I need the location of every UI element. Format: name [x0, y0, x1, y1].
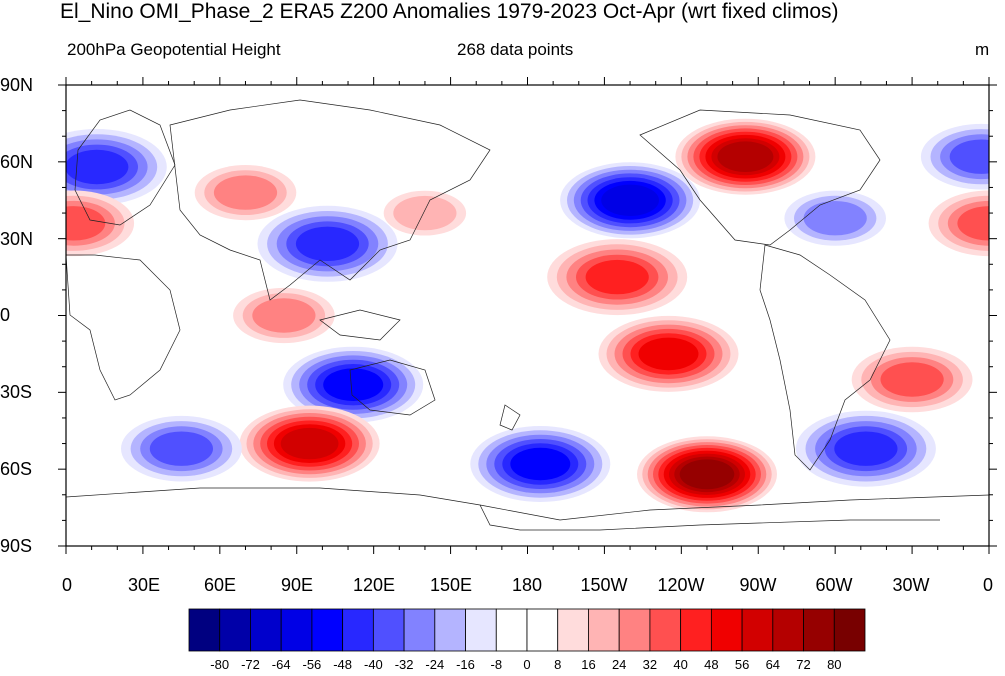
anomaly-blob-18-level-9	[680, 459, 735, 489]
lon-label-0: 0	[62, 575, 72, 596]
lon-label-150e: 150E	[430, 575, 472, 596]
anomaly-blob-16-level-4	[150, 432, 213, 466]
colorbar-box-17	[711, 609, 742, 651]
anomaly-blob-17-level-6	[510, 448, 570, 481]
lat-label-30s: 30S	[0, 382, 40, 403]
lon-label-60w: 60W	[815, 575, 852, 596]
colorbar-label: 8	[554, 657, 561, 672]
lon-label-30e: 30E	[128, 575, 160, 596]
colorbar-box-12	[558, 609, 589, 651]
colorbar-label: -56	[302, 657, 321, 672]
colorbar-box-20	[804, 609, 835, 651]
lat-label-60s: 60S	[0, 459, 40, 480]
colorbar-label: 64	[766, 657, 780, 672]
colorbar-label: -72	[241, 657, 260, 672]
anomaly-blob-1-level-3	[214, 175, 277, 209]
lon-label-30w: 30W	[892, 575, 929, 596]
colorbar-box-19	[773, 609, 804, 651]
colorbar-box-0	[189, 609, 220, 651]
colorbar-label: -8	[491, 657, 503, 672]
lon-label-360: 0	[983, 575, 993, 596]
colorbar-box-16	[681, 609, 712, 651]
colorbar-box-4	[312, 609, 343, 651]
lat-label-eq: 0	[0, 305, 40, 326]
colorbar-label: -48	[333, 657, 352, 672]
colorbar-box-7	[404, 609, 435, 651]
anomaly-blob-0-level-5	[65, 150, 128, 184]
lat-label-60n: 60N	[0, 152, 40, 173]
anomaly-blob-5-level-3	[804, 201, 867, 235]
colorbar-box-5	[343, 609, 374, 651]
anomaly-blob-12-level-3	[252, 298, 315, 332]
colorbar-label: 0	[523, 657, 530, 672]
lon-label-90w: 90W	[739, 575, 776, 596]
colorbar-box-2	[250, 609, 281, 651]
anomaly-blob-15-level-7	[281, 428, 339, 459]
anomaly-blob-6-level-4	[42, 206, 105, 240]
lon-label-120w: 120W	[657, 575, 704, 596]
colorbar-box-11	[527, 609, 558, 651]
anomaly-blob-2-level-5	[296, 227, 359, 261]
colorbar	[189, 609, 865, 651]
lon-label-150w: 150W	[580, 575, 627, 596]
colorbar-box-21	[834, 609, 865, 651]
colorbar-box-8	[435, 609, 466, 651]
colorbar-box-10	[496, 609, 527, 651]
lon-label-90e: 90E	[281, 575, 313, 596]
colorbar-box-13	[588, 609, 619, 651]
anomaly-blob-4-level-8	[717, 141, 773, 172]
colorbar-box-3	[281, 609, 312, 651]
colorbar-label: 40	[673, 657, 687, 672]
anomaly-blob-3-level-7	[601, 185, 659, 216]
anomaly-blob-19-level-5	[834, 432, 897, 466]
colorbar-box-18	[742, 609, 773, 651]
colorbar-box-1	[220, 609, 251, 651]
colorbar-label: 24	[612, 657, 626, 672]
colorbar-label: -16	[456, 657, 475, 672]
colorbar-label: 56	[735, 657, 749, 672]
colorbar-box-9	[466, 609, 497, 651]
anomaly-blob-13-level-4	[881, 362, 944, 396]
colorbar-label: -24	[425, 657, 444, 672]
anomaly-blob-10-level-5	[586, 260, 649, 294]
colorbar-label: -40	[364, 657, 383, 672]
lon-label-120e: 120E	[353, 575, 395, 596]
lat-label-90s: 90S	[0, 536, 40, 557]
colorbar-label: 48	[704, 657, 718, 672]
colorbar-label: 16	[581, 657, 595, 672]
colorbar-box-15	[650, 609, 681, 651]
colorbar-label: -80	[210, 657, 229, 672]
lon-label-60e: 60E	[204, 575, 236, 596]
lat-label-90n: 90N	[0, 75, 40, 96]
colorbar-label: -64	[272, 657, 291, 672]
anomaly-blob-9-level-2	[393, 196, 456, 230]
colorbar-label: 32	[643, 657, 657, 672]
colorbar-box-14	[619, 609, 650, 651]
lat-label-30n: 30N	[0, 229, 40, 250]
anomaly-blob-11-level-6	[639, 338, 699, 371]
colorbar-label: 80	[827, 657, 841, 672]
colorbar-label: 72	[796, 657, 810, 672]
anomaly-field	[13, 119, 1005, 513]
lon-label-180: 180	[512, 575, 542, 596]
colorbar-box-6	[373, 609, 404, 651]
colorbar-label: -32	[395, 657, 414, 672]
